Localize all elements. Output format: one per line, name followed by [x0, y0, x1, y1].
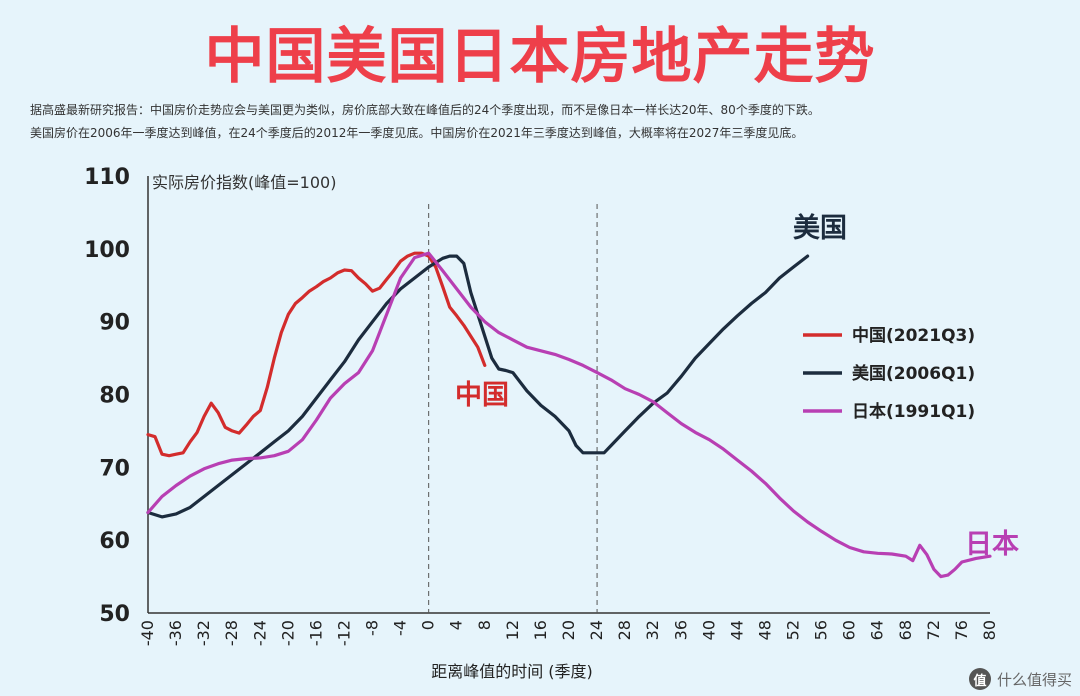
- x-tick-label: 28: [615, 620, 634, 640]
- description-line-2: 美国房价在2006年一季度达到峰值，在24个季度后的2012年一季度见底。中国房…: [30, 126, 804, 140]
- series-line: [146, 254, 810, 519]
- reference-lines: [428, 204, 598, 613]
- x-tick-label: 12: [503, 620, 522, 640]
- watermark: 值 什么值得买: [968, 668, 1072, 690]
- description-line-1: 据高盛最新研究报告：中国房价走势应会与美国更为类似，房价底部大致在峰值后的24个…: [30, 103, 820, 117]
- x-tick-label: 20: [559, 620, 578, 640]
- x-tick-label: 60: [840, 620, 859, 640]
- x-tick-label: -40: [138, 620, 157, 646]
- x-tick-label: -16: [306, 620, 325, 646]
- x-tick-label: 80: [980, 620, 999, 640]
- x-tick-label: 76: [952, 620, 971, 640]
- x-tick-label: 52: [784, 620, 803, 640]
- y-tick-label: 70: [99, 456, 130, 481]
- series-line: [146, 251, 487, 458]
- x-tick-label: 44: [727, 620, 746, 640]
- x-axis-label: 距离峰值的时间 (季度): [431, 662, 593, 681]
- series-inline-label: 美国: [793, 212, 847, 244]
- y-axis-label: 实际房价指数(峰值=100): [152, 173, 336, 192]
- series-inline-label: 中国: [455, 380, 509, 411]
- x-axis: -40 -36 -32 -28 -24 -20 -16 -12 -8 -4 0 4 8 12 16 20 24 2…: [138, 612, 999, 646]
- series-lines: [146, 251, 992, 579]
- x-tick-label: 64: [868, 620, 887, 640]
- y-tick-label: 100: [84, 238, 130, 263]
- y-tick-label: 110: [84, 165, 130, 190]
- watermark-logo: 值: [968, 668, 991, 690]
- y-tick-label: 90: [99, 311, 130, 336]
- page-title: 中国美国日本房地产走势: [204, 22, 876, 92]
- x-tick-label: -36: [166, 620, 185, 646]
- inline-labels: 中国 美国日本: [455, 212, 1019, 560]
- legend-label: 日本(1991Q1): [852, 401, 975, 422]
- x-tick-label: 24: [587, 620, 606, 640]
- x-tick-label: 4: [447, 620, 466, 630]
- x-tick-label: -24: [250, 620, 269, 646]
- y-tick-label: 50: [99, 602, 130, 627]
- legend-label: 美国(2006Q1): [852, 363, 975, 384]
- x-tick-label: 68: [896, 620, 915, 640]
- x-tick-label: 48: [755, 620, 774, 640]
- x-tick-label: 72: [924, 620, 943, 640]
- x-tick-label: -8: [363, 620, 382, 636]
- watermark-text: 什么值得买: [996, 670, 1072, 689]
- legend-label: 中国(2021Q3): [852, 325, 975, 346]
- x-tick-label: 40: [699, 620, 718, 640]
- x-tick-label: 32: [643, 620, 662, 640]
- y-axis: 50 60 70 80 90 100 110: [84, 165, 149, 627]
- x-tick-label: 36: [671, 620, 690, 640]
- y-tick-label: 80: [99, 384, 130, 409]
- x-tick-label: 16: [531, 620, 550, 640]
- x-tick-label: 0: [419, 620, 438, 630]
- x-tick-label: -12: [334, 620, 353, 646]
- x-tick-label: 8: [475, 620, 494, 630]
- legend: 中国(2021Q3) 美国(2006Q1) 日本(1991Q1): [803, 325, 975, 422]
- x-tick-label: -20: [278, 620, 297, 646]
- series-line: [146, 251, 992, 579]
- x-tick-label: 56: [812, 620, 831, 640]
- series-inline-label: 日本: [965, 529, 1019, 560]
- y-tick-label: 60: [99, 529, 130, 554]
- x-tick-label: -32: [194, 620, 213, 646]
- x-tick-label: -28: [222, 620, 241, 646]
- x-tick-label: -4: [391, 620, 410, 636]
